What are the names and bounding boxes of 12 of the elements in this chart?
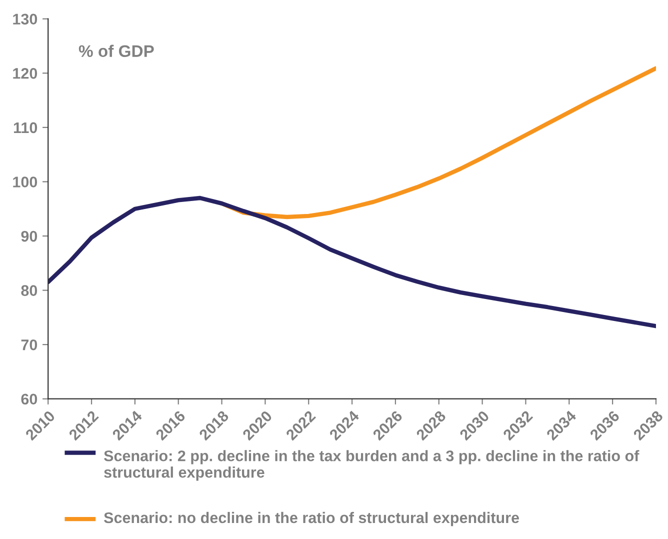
y-tick-label: 130 <box>13 14 38 25</box>
y-tick-label: 90 <box>21 230 38 242</box>
line-series <box>48 196 656 328</box>
y-tick-label: 110 <box>14 122 38 134</box>
legend-label: Scenario: 2 pp. decline in the tax burden and a 3 pp. decline in the ratio of structural expenditure <box>104 450 640 481</box>
annotation: % of GDP <box>78 44 154 58</box>
y-tick-label: 60 <box>21 394 38 405</box>
y-tick-label: 80 <box>21 285 38 296</box>
y-tick-label: 100 <box>13 176 38 188</box>
y-tick-label: 70 <box>21 339 38 350</box>
legend-label: Scenario: no decline in the ratio of structural expenditure <box>104 512 519 526</box>
y-tick-label: 120 <box>13 68 38 79</box>
